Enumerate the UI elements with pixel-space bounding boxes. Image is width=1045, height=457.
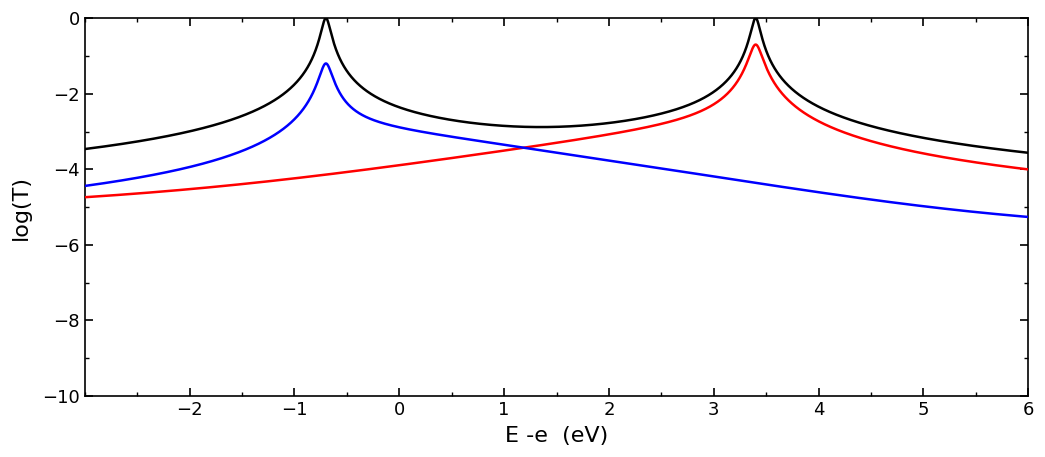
Y-axis label: log(T): log(T): [11, 175, 31, 239]
X-axis label: E -e  (eV): E -e (eV): [505, 426, 608, 446]
